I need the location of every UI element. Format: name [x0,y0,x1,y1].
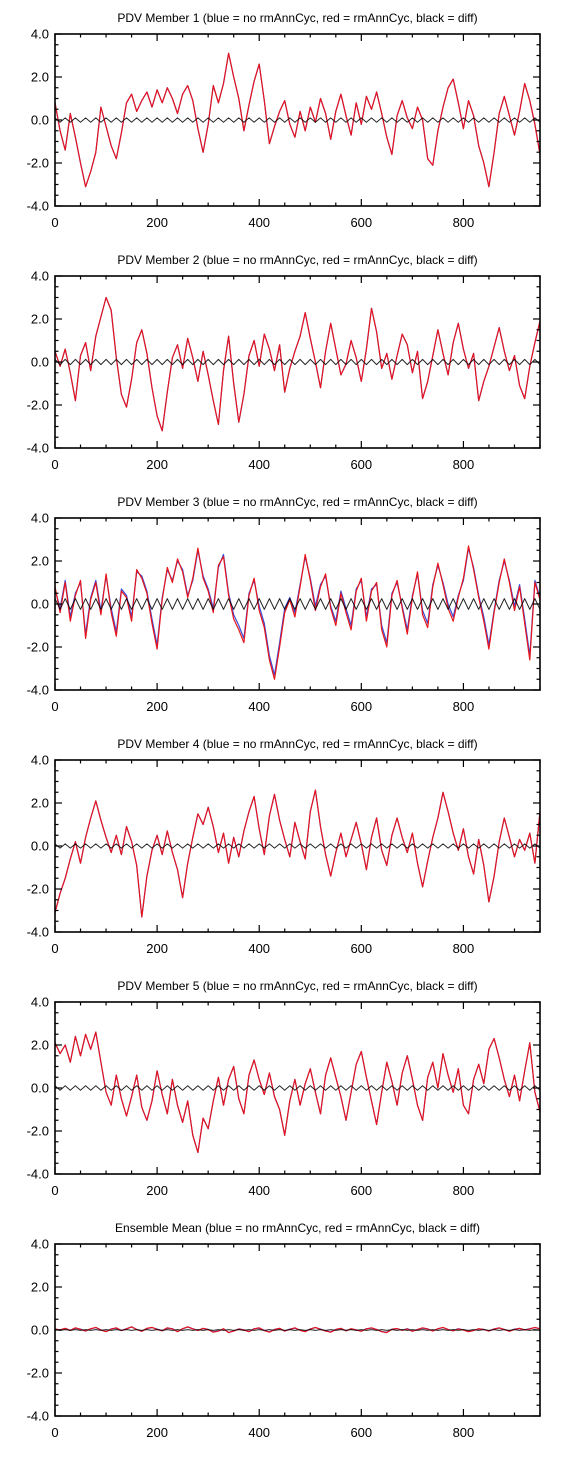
y-tick-label: 4.0 [31,995,49,1010]
x-tick-label: 400 [248,457,270,472]
y-tick-label: -4.0 [27,441,49,456]
x-tick-label: 0 [51,941,58,956]
y-tick-label: 2.0 [31,1280,49,1295]
series-line-diff [55,1329,540,1331]
x-tick-label: 200 [146,699,168,714]
y-tick-label: 0.0 [31,1323,49,1338]
x-tick-label: 800 [453,215,475,230]
chart-panel-6: Ensemble Mean (blue = no rmAnnCyc, red =… [27,1221,541,1440]
series-line-rmAnnCyc [55,1031,540,1154]
x-tick-label: 400 [248,699,270,714]
x-tick-label: 600 [350,699,372,714]
series-group [55,1326,540,1334]
x-tick-label: 600 [350,457,372,472]
series-line-rmAnnCyc [55,52,540,188]
chart-panel-1: PDV Member 1 (blue = no rmAnnCyc, red = … [27,11,541,230]
chart-panel-4: PDV Member 4 (blue = no rmAnnCyc, red = … [27,737,541,956]
y-tick-label: 4.0 [31,269,49,284]
y-tick-label: 2.0 [31,312,49,327]
y-tick-label: 2.0 [31,70,49,85]
y-tick-label: -2.0 [27,1366,49,1381]
panel-title: PDV Member 5 (blue = no rmAnnCyc, red = … [117,979,477,993]
x-tick-label: 600 [350,1425,372,1440]
y-tick-label: -2.0 [27,156,49,171]
x-tick-label: 400 [248,215,270,230]
x-tick-label: 0 [51,699,58,714]
x-tick-label: 200 [146,1183,168,1198]
x-tick-label: 800 [453,699,475,714]
series-line-no-rmAnnCyc [55,789,540,918]
x-tick-label: 400 [248,1425,270,1440]
panel-title: PDV Member 3 (blue = no rmAnnCyc, red = … [117,495,477,509]
y-tick-label: -4.0 [27,683,49,698]
y-tick-label: 4.0 [31,27,49,42]
y-tick-label: 0.0 [31,355,49,370]
series-line-no-rmAnnCyc [55,547,540,676]
x-tick-label: 800 [453,1183,475,1198]
x-tick-label: 0 [51,457,58,472]
y-tick-label: -4.0 [27,199,49,214]
x-tick-label: 200 [146,1425,168,1440]
x-tick-label: 0 [51,215,58,230]
chart-panel-3: PDV Member 3 (blue = no rmAnnCyc, red = … [27,495,541,714]
y-tick-label: 0.0 [31,839,49,854]
series-group [55,52,540,188]
series-line-rmAnnCyc [55,545,540,680]
x-tick-label: 400 [248,941,270,956]
y-tick-label: -4.0 [27,1167,49,1182]
y-tick-label: -4.0 [27,1409,49,1424]
series-line-diff [55,598,540,610]
chart-panel-2: PDV Member 2 (blue = no rmAnnCyc, red = … [27,253,541,472]
y-tick-label: 0.0 [31,113,49,128]
y-tick-label: 2.0 [31,1038,49,1053]
series-group [55,1031,540,1154]
x-tick-label: 400 [248,1183,270,1198]
y-tick-label: 2.0 [31,796,49,811]
series-line-diff [55,358,540,366]
x-tick-label: 200 [146,941,168,956]
series-line-rmAnnCyc [55,1326,540,1334]
series-group [55,789,540,918]
panel-title: PDV Member 1 (blue = no rmAnnCyc, red = … [117,11,477,25]
x-tick-label: 200 [146,215,168,230]
y-tick-label: 4.0 [31,511,49,526]
series-line-diff [55,117,540,123]
x-tick-label: 200 [146,457,168,472]
y-tick-label: 0.0 [31,597,49,612]
y-tick-label: 4.0 [31,1237,49,1252]
series-line-diff [55,843,540,849]
series-line-rmAnnCyc [55,789,540,918]
y-tick-label: -2.0 [27,882,49,897]
series-line-rmAnnCyc [55,296,540,432]
x-tick-label: 600 [350,941,372,956]
panel-title: PDV Member 4 (blue = no rmAnnCyc, red = … [117,737,477,751]
x-tick-label: 800 [453,457,475,472]
y-tick-label: -2.0 [27,1124,49,1139]
y-tick-label: 0.0 [31,1081,49,1096]
x-tick-label: 0 [51,1183,58,1198]
x-tick-label: 800 [453,941,475,956]
y-tick-label: -4.0 [27,925,49,940]
x-tick-label: 600 [350,1183,372,1198]
x-tick-label: 0 [51,1425,58,1440]
series-group [55,545,540,680]
panel-title: Ensemble Mean (blue = no rmAnnCyc, red =… [115,1221,480,1235]
y-tick-label: 2.0 [31,554,49,569]
x-tick-label: 600 [350,215,372,230]
y-tick-label: 4.0 [31,753,49,768]
x-tick-label: 800 [453,1425,475,1440]
series-line-diff [55,1085,540,1091]
panel-title: PDV Member 2 (blue = no rmAnnCyc, red = … [117,253,477,267]
y-tick-label: -2.0 [27,398,49,413]
series-group [55,296,540,432]
chart-panel-5: PDV Member 5 (blue = no rmAnnCyc, red = … [27,979,541,1198]
y-tick-label: -2.0 [27,640,49,655]
